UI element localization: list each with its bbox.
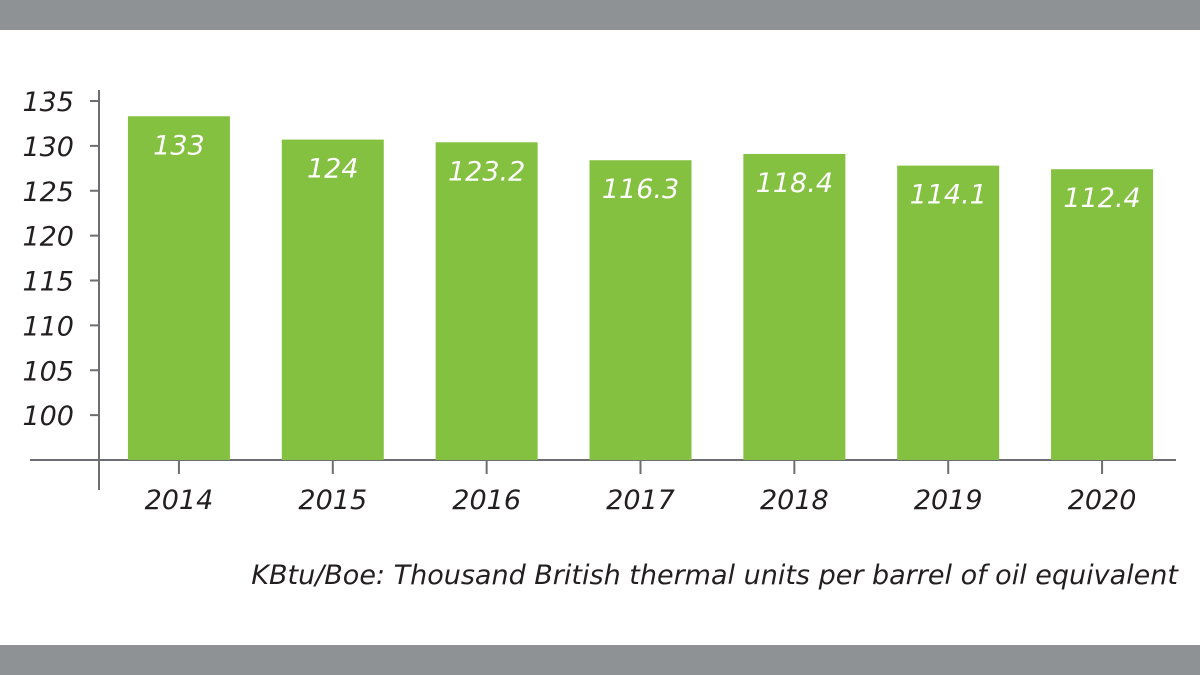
x-tick-label-2017: 2017	[606, 485, 675, 516]
y-tick-label: 130	[22, 132, 74, 163]
x-tick-label-2015: 2015	[298, 485, 367, 516]
data-label-2016: 123.2	[448, 156, 525, 187]
bar-2014	[127, 116, 230, 460]
data-label-2014: 133	[153, 130, 205, 161]
x-tick-label-2020: 2020	[1068, 485, 1137, 516]
data-label-2019: 114.1	[910, 180, 987, 211]
bar-2019	[897, 165, 1000, 460]
bar-2016	[435, 142, 538, 460]
y-tick-label: 120	[22, 222, 74, 253]
data-label-2020: 112.4	[1063, 183, 1140, 214]
bar-2015	[281, 139, 384, 460]
y-tick-label: 105	[22, 356, 74, 387]
top-band	[0, 0, 1200, 30]
bottom-band	[0, 645, 1200, 675]
bar-2017	[589, 160, 692, 461]
y-tick-label: 135	[22, 87, 74, 118]
bar-2020	[1051, 169, 1154, 460]
y-tick-label: 115	[22, 267, 74, 298]
x-tick-label-2014: 2014	[145, 485, 214, 516]
chart-note: KBtu/Boe: Thousand British thermal units…	[251, 560, 1178, 591]
x-tick-label-2018: 2018	[760, 485, 829, 516]
data-label-2018: 118.4	[756, 168, 833, 199]
y-tick-label: 100	[22, 401, 74, 432]
x-tick-label-2016: 2016	[452, 485, 521, 516]
x-tick-label-2019: 2019	[914, 485, 983, 516]
y-tick-label: 125	[22, 177, 74, 208]
bar-chart: 100 105 110 115 120 125 130 135 133 2014 124 2015 12…	[22, 87, 1176, 516]
y-tick-label: 110	[22, 311, 74, 342]
data-label-2017: 116.3	[602, 174, 679, 205]
bar-2018	[743, 153, 846, 460]
data-label-2015: 124	[307, 154, 359, 185]
